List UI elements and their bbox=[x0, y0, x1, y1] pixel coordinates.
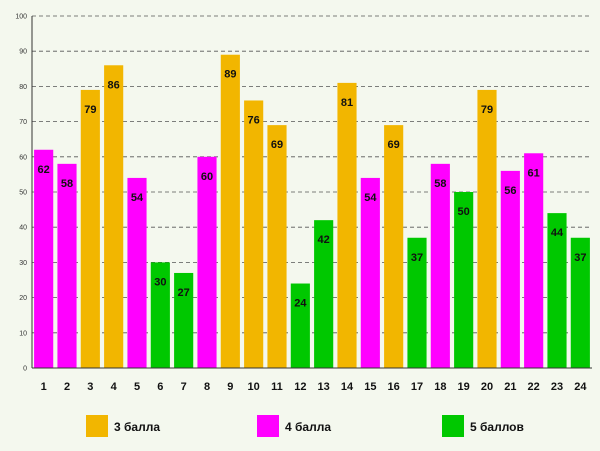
bar-19 bbox=[454, 192, 474, 368]
x-tick-label: 7 bbox=[181, 381, 187, 393]
bar-value-label: 44 bbox=[551, 227, 564, 239]
x-tick-label: 19 bbox=[458, 381, 470, 393]
y-tick-label: 50 bbox=[19, 190, 27, 197]
bar-10 bbox=[244, 100, 264, 368]
x-axis: 1 2 3 4 5 6 7 8 9 10 11 12 13 14 15 16 17 18 19 20 21 22 23 24 bbox=[32, 367, 592, 393]
legend-swatch bbox=[442, 415, 464, 437]
bar-5 bbox=[127, 177, 147, 368]
legend-swatch bbox=[257, 415, 279, 437]
bar-22 bbox=[524, 153, 544, 368]
y-tick-label: 80 bbox=[19, 84, 27, 91]
bar-value-label: 60 bbox=[201, 171, 213, 183]
y-tick-label: 100 bbox=[15, 14, 27, 21]
x-tick-label: 4 bbox=[111, 381, 118, 393]
bar-13 bbox=[314, 220, 334, 368]
x-tick-label: 15 bbox=[364, 381, 376, 393]
y-tick-label: 0 bbox=[23, 366, 27, 373]
gridlines bbox=[32, 15, 592, 334]
bar-value-label: 50 bbox=[458, 206, 470, 218]
bars: 62 58 79 86 54 30 27 60 89 76 69 24 42 81 54 69 37 58 50 79… bbox=[34, 54, 590, 369]
bar-4 bbox=[104, 65, 124, 368]
bar-14 bbox=[337, 82, 357, 368]
x-tick-label: 2 bbox=[64, 381, 70, 393]
legend-swatch bbox=[86, 415, 108, 437]
bar-value-label: 27 bbox=[178, 287, 190, 299]
x-tick-label: 20 bbox=[481, 381, 493, 393]
x-tick-label: 1 bbox=[41, 381, 47, 393]
x-tick-label: 16 bbox=[388, 381, 400, 393]
bar-12 bbox=[290, 283, 310, 368]
bar-18 bbox=[430, 163, 450, 368]
x-tick-label: 10 bbox=[248, 381, 260, 393]
x-tick-label: 12 bbox=[294, 381, 306, 393]
bar-9 bbox=[220, 54, 240, 368]
x-tick-label: 3 bbox=[87, 381, 93, 393]
bar-value-label: 42 bbox=[318, 234, 330, 246]
x-tick-label: 22 bbox=[528, 381, 540, 393]
x-tick-label: 14 bbox=[341, 381, 354, 393]
bar-17 bbox=[407, 237, 427, 368]
bar-value-label: 81 bbox=[341, 97, 353, 109]
bar-value-label: 56 bbox=[504, 185, 516, 197]
legend: 3 балла 4 балла 5 баллов bbox=[86, 415, 524, 437]
bar-value-label: 79 bbox=[84, 104, 96, 116]
legend-label: 4 балла bbox=[285, 420, 331, 434]
y-axis: 0 10 20 30 40 50 60 70 80 90 100 bbox=[15, 14, 33, 373]
bar-1 bbox=[34, 149, 54, 368]
bar-value-label: 54 bbox=[131, 192, 144, 204]
bar-value-label: 37 bbox=[411, 252, 423, 264]
bar-value-label: 86 bbox=[108, 79, 120, 91]
bar-value-label: 30 bbox=[154, 276, 166, 288]
y-tick-label: 60 bbox=[19, 154, 27, 161]
bar-value-label: 69 bbox=[271, 139, 283, 151]
y-tick-label: 90 bbox=[19, 49, 27, 56]
bar-value-label: 89 bbox=[224, 69, 236, 81]
y-tick-label: 20 bbox=[19, 295, 27, 302]
x-tick-label: 6 bbox=[157, 381, 163, 393]
bar-23 bbox=[547, 213, 567, 368]
legend-label: 3 балла bbox=[114, 420, 160, 434]
x-tick-label: 17 bbox=[411, 381, 423, 393]
legend-label: 5 баллов bbox=[470, 420, 524, 434]
x-tick-label: 24 bbox=[574, 381, 587, 393]
bar-7 bbox=[174, 272, 194, 368]
bar-value-label: 58 bbox=[61, 178, 73, 190]
bar-16 bbox=[384, 125, 404, 369]
y-tick-label: 10 bbox=[19, 330, 27, 337]
x-tick-label: 13 bbox=[318, 381, 330, 393]
bar-11 bbox=[267, 125, 287, 369]
x-tick-label: 18 bbox=[434, 381, 446, 393]
bar-value-label: 54 bbox=[364, 192, 377, 204]
bar-value-label: 24 bbox=[294, 298, 307, 310]
bar-24 bbox=[570, 237, 590, 368]
bar-2 bbox=[57, 163, 77, 368]
bar-value-label: 69 bbox=[388, 139, 400, 151]
y-tick-label: 30 bbox=[19, 260, 27, 267]
bar-value-label: 37 bbox=[574, 252, 586, 264]
x-tick-label: 23 bbox=[551, 381, 563, 393]
x-tick-label: 8 bbox=[204, 381, 210, 393]
bar-value-label: 79 bbox=[481, 104, 493, 116]
x-tick-label: 9 bbox=[227, 381, 233, 393]
x-tick-label: 5 bbox=[134, 381, 140, 393]
bar-value-label: 61 bbox=[528, 167, 540, 179]
y-tick-label: 40 bbox=[19, 225, 27, 232]
bar-20 bbox=[477, 89, 497, 369]
bar-3 bbox=[80, 89, 100, 369]
bar-21 bbox=[500, 170, 520, 368]
x-tick-label: 11 bbox=[271, 381, 283, 393]
bar-15 bbox=[360, 177, 380, 368]
bar-value-label: 58 bbox=[434, 178, 446, 190]
bar-value-label: 62 bbox=[38, 164, 50, 176]
x-tick-label: 21 bbox=[504, 381, 516, 393]
bar-value-label: 76 bbox=[248, 114, 260, 126]
y-tick-label: 70 bbox=[19, 119, 27, 126]
bar-8 bbox=[197, 156, 217, 368]
bar-6 bbox=[150, 262, 170, 368]
